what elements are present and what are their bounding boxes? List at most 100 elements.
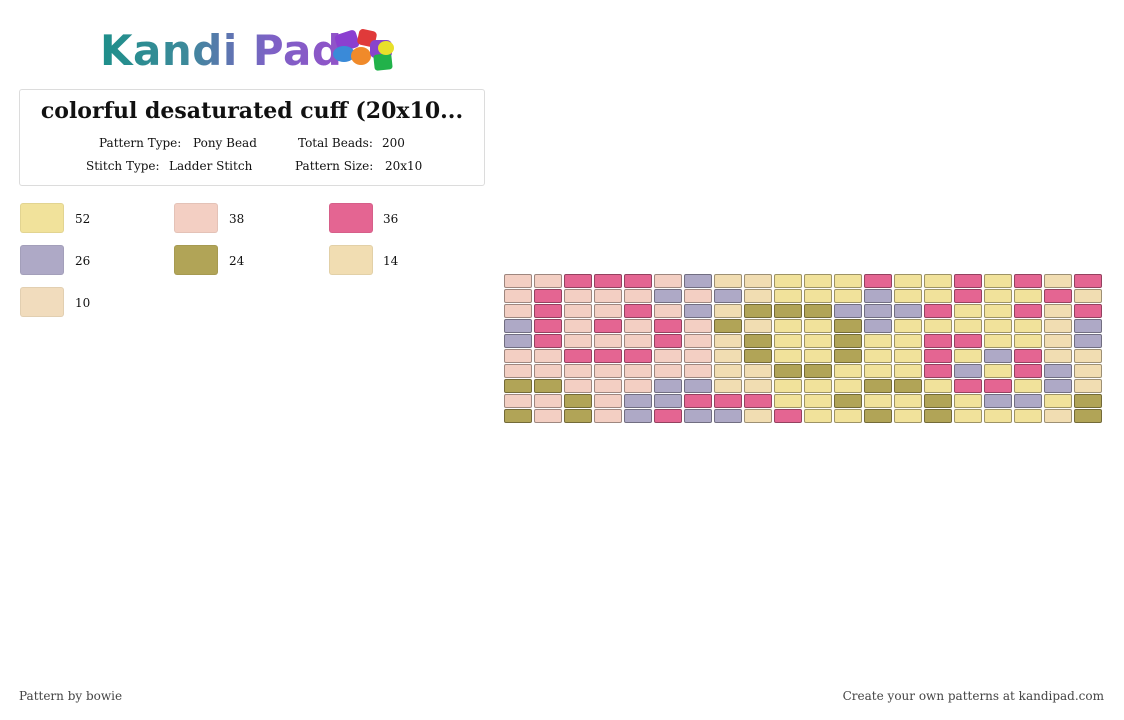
bead [804,319,832,333]
bead [564,319,592,333]
bead [1074,289,1102,303]
bead [774,364,802,378]
bead [534,289,562,303]
bead [504,379,532,393]
bead [774,409,802,423]
bead [924,289,952,303]
bead [954,319,982,333]
bead [714,379,742,393]
bead [774,274,802,288]
bead [564,334,592,348]
bead [984,394,1012,408]
bead [744,364,772,378]
bead [864,349,892,363]
bead [924,349,952,363]
bead [774,394,802,408]
bead [504,364,532,378]
bead [594,379,622,393]
bead [894,364,922,378]
bead [954,379,982,393]
bead [534,334,562,348]
bead [504,394,532,408]
bead [834,364,862,378]
pattern-title: colorful desaturated cuff (20x10... [40,98,464,124]
bead [984,364,1012,378]
bead [864,409,892,423]
bead [954,394,982,408]
bead [894,334,922,348]
bead [984,319,1012,333]
bead [1044,364,1072,378]
bead [624,364,652,378]
bead [1044,289,1072,303]
bead [864,334,892,348]
bead [984,379,1012,393]
swatch-count: 36 [383,212,399,226]
bead [894,304,922,318]
bead [594,364,622,378]
bead [714,364,742,378]
bead [684,274,712,288]
bead [1074,409,1102,423]
bead [1074,364,1102,378]
bead [924,334,952,348]
bead [1074,379,1102,393]
bead [534,394,562,408]
bead [654,289,682,303]
bead [1044,409,1072,423]
bead [1014,349,1042,363]
bead [804,334,832,348]
bead [954,334,982,348]
bead [804,304,832,318]
bead [954,349,982,363]
bead [1074,304,1102,318]
bead [1044,334,1072,348]
bead [864,319,892,333]
bead [774,289,802,303]
bead [594,274,622,288]
kandi-pad-logo[interactable]: Kandi Pad [100,24,410,78]
bead [804,274,832,288]
bead [774,349,802,363]
pattern-info-card: colorful desaturated cuff (20x10... Patt… [19,89,485,186]
bead [684,349,712,363]
swatch-count: 52 [75,212,91,226]
bead [534,409,562,423]
bead [684,379,712,393]
bead [1074,319,1102,333]
bead [654,394,682,408]
bead [624,379,652,393]
bead [924,319,952,333]
bead [684,409,712,423]
bead [624,334,652,348]
swatch-color [329,245,373,275]
kandipad-link[interactable]: Create your own patterns at kandipad.com [842,689,1104,703]
bead [714,409,742,423]
bead [624,289,652,303]
bead [864,394,892,408]
bead [774,319,802,333]
bead [504,274,532,288]
bead [654,304,682,318]
bead [954,304,982,318]
bead [594,304,622,318]
bead [1014,304,1042,318]
bead [1014,394,1042,408]
bead [684,394,712,408]
bead [534,349,562,363]
bead [714,394,742,408]
bead [924,274,952,288]
bead [564,394,592,408]
bead [864,364,892,378]
swatch-color [174,245,218,275]
bead [894,409,922,423]
bead [714,334,742,348]
bead [654,364,682,378]
bead [1014,334,1042,348]
bead [984,274,1012,288]
bead [1014,409,1042,423]
bead [594,289,622,303]
bead [744,319,772,333]
bead [834,349,862,363]
bead [684,319,712,333]
